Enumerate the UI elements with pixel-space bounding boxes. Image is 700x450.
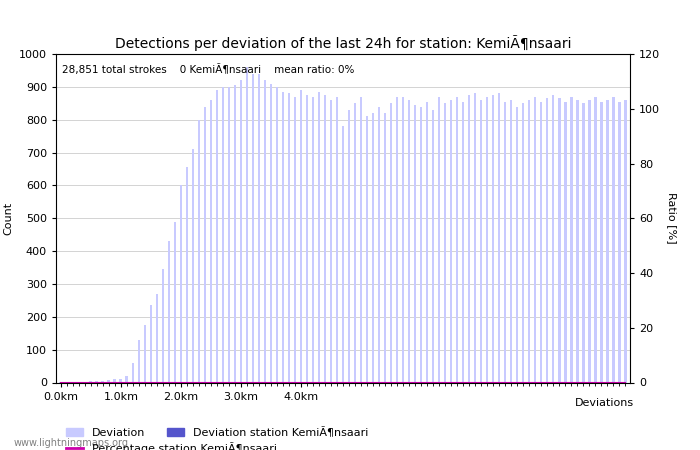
Bar [552, 95, 554, 382]
Bar [492, 95, 494, 382]
Bar [606, 100, 608, 382]
Bar [251, 74, 254, 382]
Bar [318, 92, 321, 382]
Bar [354, 103, 356, 382]
Bar [167, 241, 170, 382]
Legend: Deviation, Deviation station KemiÃ¶nsaari: Deviation, Deviation station KemiÃ¶nsaar… [62, 423, 372, 442]
Legend: Percentage station KemiÃ¶nsaari: Percentage station KemiÃ¶nsaari [62, 437, 281, 450]
Bar [293, 97, 296, 382]
Y-axis label: Count: Count [4, 202, 13, 235]
Bar [456, 97, 458, 382]
Bar [624, 100, 626, 382]
Bar [558, 99, 561, 382]
Bar [276, 87, 279, 383]
Bar [179, 185, 182, 382]
Bar [414, 105, 416, 382]
Bar [144, 325, 146, 382]
Bar [510, 100, 512, 382]
Bar [570, 97, 573, 382]
Bar [150, 305, 152, 382]
Bar [306, 95, 308, 382]
Bar [95, 381, 98, 382]
Bar [438, 97, 440, 382]
Bar [335, 97, 338, 382]
Bar [132, 363, 134, 382]
Bar [258, 74, 260, 382]
Bar [480, 100, 482, 382]
Bar [498, 94, 500, 382]
Bar [474, 94, 477, 382]
Bar [270, 84, 272, 382]
Bar [330, 100, 332, 382]
Bar [516, 107, 519, 382]
Bar [365, 117, 368, 382]
Bar [395, 97, 398, 382]
Bar [192, 149, 194, 382]
Bar [528, 100, 531, 382]
Bar [600, 102, 603, 382]
Title: Detections per deviation of the last 24h for station: KemiÃ¶nsaari: Detections per deviation of the last 24h… [115, 36, 571, 51]
Bar [444, 103, 447, 382]
Bar [108, 380, 110, 382]
Bar [534, 97, 536, 382]
Bar [204, 107, 206, 382]
Bar [449, 100, 452, 382]
Bar [174, 221, 176, 382]
Bar [378, 107, 380, 382]
Bar [420, 107, 422, 382]
Bar [197, 120, 200, 382]
Bar [360, 97, 363, 382]
Bar [618, 102, 620, 382]
Bar [300, 90, 302, 382]
Bar [612, 97, 615, 382]
Text: 28,851 total strokes    0 KemiÃ¶nsaari    mean ratio: 0%: 28,851 total strokes 0 KemiÃ¶nsaari mean… [62, 64, 354, 75]
Bar [402, 97, 405, 382]
Bar [113, 379, 116, 382]
Bar [462, 102, 464, 382]
Bar [228, 87, 230, 383]
Bar [468, 95, 470, 382]
Bar [125, 376, 128, 382]
Bar [239, 80, 242, 382]
Bar [426, 102, 428, 382]
Bar [594, 97, 596, 382]
Bar [155, 294, 158, 382]
Bar [540, 102, 542, 382]
Bar [312, 97, 314, 382]
Bar [137, 340, 140, 382]
Text: Deviations: Deviations [575, 398, 634, 408]
Bar [486, 97, 489, 382]
Bar [281, 92, 284, 382]
Bar [588, 100, 591, 382]
Bar [186, 167, 188, 382]
Y-axis label: Ratio [%]: Ratio [%] [667, 193, 677, 244]
Bar [372, 113, 375, 382]
Bar [582, 103, 584, 382]
Bar [546, 99, 549, 382]
Bar [288, 94, 290, 382]
Bar [120, 378, 122, 382]
Text: www.lightningmaps.org: www.lightningmaps.org [14, 438, 129, 448]
Bar [432, 110, 435, 382]
Bar [90, 381, 92, 382]
Bar [102, 381, 104, 382]
Bar [234, 85, 237, 382]
Bar [323, 95, 326, 382]
Bar [342, 126, 344, 382]
Bar [246, 67, 248, 382]
Bar [384, 113, 386, 382]
Bar [407, 100, 410, 382]
Bar [564, 102, 566, 382]
Bar [522, 103, 524, 382]
Bar [209, 100, 212, 382]
Bar [222, 87, 224, 383]
Bar [264, 80, 266, 382]
Bar [504, 102, 507, 382]
Bar [216, 90, 218, 382]
Bar [162, 269, 164, 382]
Bar [390, 103, 393, 382]
Bar [576, 100, 578, 382]
Bar [348, 110, 351, 382]
